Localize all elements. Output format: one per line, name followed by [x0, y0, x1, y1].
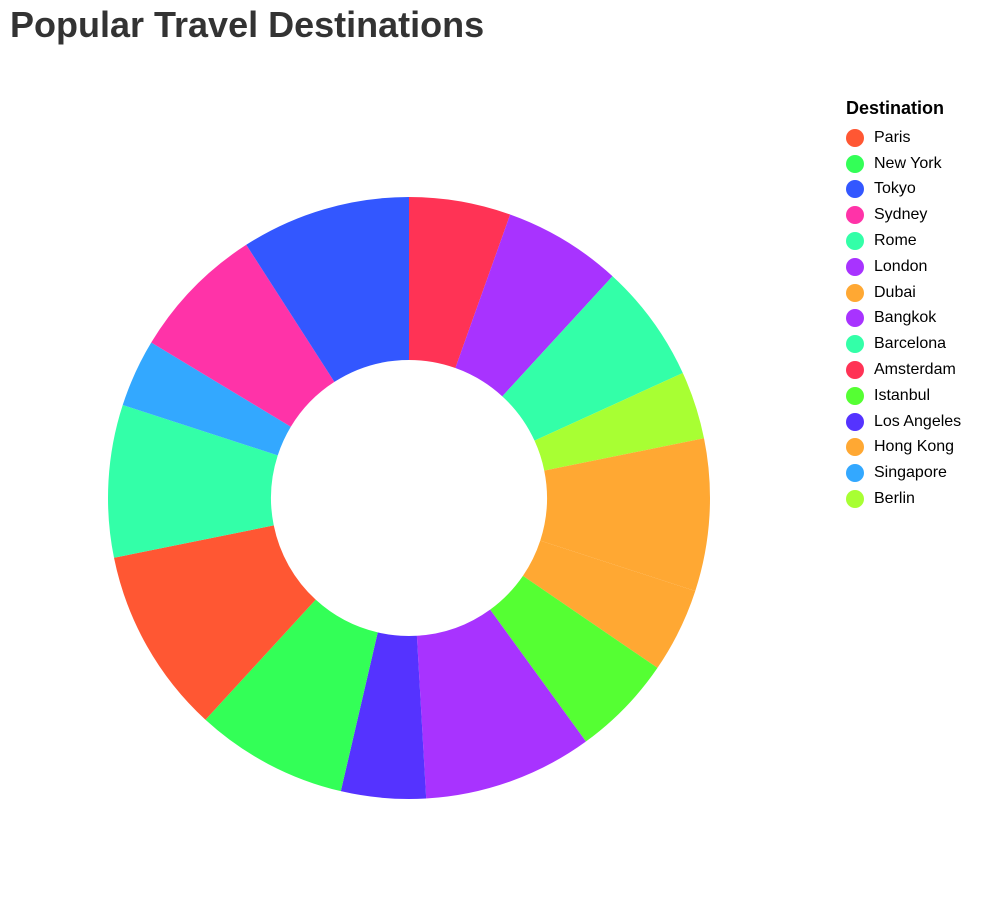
- slice-rome: [108, 404, 278, 558]
- legend-swatch: [846, 490, 864, 509]
- slice-los-angeles: [340, 632, 427, 800]
- legend-swatch: [846, 283, 864, 302]
- legend-label: Paris: [874, 128, 911, 146]
- legend-swatch: [846, 361, 864, 380]
- slice-singapore: [122, 342, 291, 456]
- legend-label: Sydney: [874, 206, 928, 224]
- legend-swatch: [846, 464, 864, 483]
- legend-swatch: [846, 257, 864, 276]
- legend-item-los-angeles: Los Angeles: [846, 409, 961, 435]
- legend-title: Destination: [846, 98, 945, 118]
- slice-amsterdam: [409, 197, 511, 369]
- legend-item-hong-kong: Hong Kong: [846, 435, 961, 461]
- legend-item-bangkok: Bangkok: [846, 306, 961, 332]
- legend-item-tokyo: Tokyo: [846, 177, 961, 203]
- slice-barcelona: [502, 276, 683, 441]
- legend-swatch: [846, 386, 864, 405]
- slice-hong-kong: [522, 540, 696, 668]
- slice-paris: [114, 525, 316, 720]
- legend-swatch: [846, 232, 864, 251]
- slice-bangkok: [455, 214, 613, 397]
- legend-swatch: [846, 438, 864, 457]
- slice-dubai: [540, 438, 710, 592]
- legend-item-london: London: [846, 254, 961, 280]
- legend-swatch: [846, 154, 864, 173]
- legend-item-sydney: Sydney: [846, 202, 961, 228]
- legend-swatch: [846, 206, 864, 225]
- legend-item-amsterdam: Amsterdam: [846, 357, 961, 383]
- donut-slices: [108, 197, 710, 800]
- slice-london: [416, 609, 586, 799]
- slice-tokyo: [246, 197, 409, 382]
- legend-item-berlin: Berlin: [846, 486, 961, 512]
- legend-item-barcelona: Barcelona: [846, 331, 961, 357]
- legend-label: Los Angeles: [874, 412, 962, 430]
- slice-berlin: [534, 372, 704, 471]
- legend: Destination Paris New York Tokyo Sydney Rome…: [846, 98, 961, 512]
- legend-swatch: [846, 309, 864, 328]
- legend-label: Amsterdam: [874, 361, 956, 379]
- legend-item-new-york: New York: [846, 151, 961, 177]
- legend-label: New York: [874, 154, 942, 172]
- legend-swatch: [846, 335, 864, 354]
- legend-label: Dubai: [874, 283, 916, 301]
- legend-label: London: [874, 257, 928, 275]
- legend-item-rome: Rome: [846, 228, 961, 254]
- legend-label: Rome: [874, 232, 917, 250]
- legend-label: Singapore: [874, 464, 947, 482]
- legend-item-paris: Paris: [846, 125, 961, 151]
- legend-swatch: [846, 128, 864, 147]
- legend-swatch: [846, 180, 864, 199]
- legend-label: Berlin: [874, 490, 915, 508]
- slice-sydney: [151, 244, 335, 427]
- legend-label: Tokyo: [874, 180, 916, 198]
- slice-new-york: [205, 599, 378, 792]
- legend-item-istanbul: Istanbul: [846, 383, 961, 409]
- legend-label: Barcelona: [874, 335, 947, 353]
- legend-items: Paris New York Tokyo Sydney Rome London Dubai B…: [846, 125, 961, 512]
- legend-item-singapore: Singapore: [846, 460, 961, 486]
- slice-istanbul: [490, 575, 658, 742]
- legend-swatch: [846, 412, 864, 431]
- legend-item-dubai: Dubai: [846, 280, 961, 306]
- legend-label: Bangkok: [874, 309, 937, 327]
- legend-label: Hong Kong: [874, 438, 955, 456]
- chart-title: Popular Travel Destinations: [10, 4, 485, 45]
- legend-label: Istanbul: [874, 386, 931, 404]
